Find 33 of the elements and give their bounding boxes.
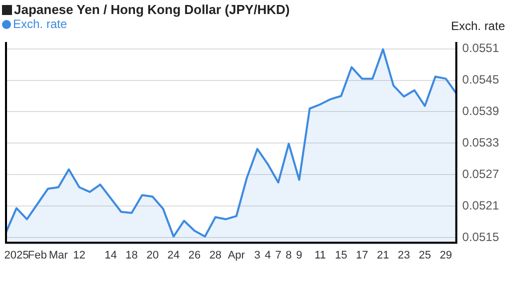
x-tick-label: 15 [334,249,348,262]
y-tick-label: 0.0521 [462,198,500,212]
x-tick-label: 11 [314,249,326,262]
x-tick-label: 14 [104,249,117,262]
x-tick-label: 7 [275,249,282,262]
x-tick-label: 18 [126,249,138,262]
x-tick-label: 8 [286,249,292,262]
x-tick-label: Feb [28,249,47,262]
x-tick-label: 29 [440,249,452,262]
x-tick-label: Mar [48,249,68,262]
x-tick-label: 4 [264,249,271,262]
y-tick-label: 0.0533 [462,136,500,150]
y-tick-label: 0.0551 [462,41,500,56]
y-tick-label: 0.0539 [462,104,500,118]
x-tick-label: 12 [73,249,86,262]
legend-label: Exch. rate [13,17,68,31]
x-tick-label: 17 [356,249,368,262]
x-tick-label: 21 [376,249,390,262]
x-tick-label: 2025 [4,249,29,262]
x-tick-label: 26 [188,249,201,262]
x-tick-label: Apr [228,249,246,262]
x-tick-label: 3 [254,249,260,262]
chart-title: Japanese Yen / Hong Kong Dollar (JPY/HKD) [14,2,290,17]
y-axis-title: Exch. rate [450,19,506,33]
x-tick-label: 24 [167,249,180,262]
x-tick-label: 9 [296,249,302,262]
x-tick-label: 23 [398,249,410,262]
y-tick-label: 0.0515 [462,230,500,244]
y-tick-label: 0.0545 [462,72,500,87]
x-tick-label: 20 [146,249,159,262]
x-tick-label: 25 [418,249,432,262]
y-tick-label: 0.0527 [462,166,500,181]
x-tick-label: 28 [209,249,222,262]
